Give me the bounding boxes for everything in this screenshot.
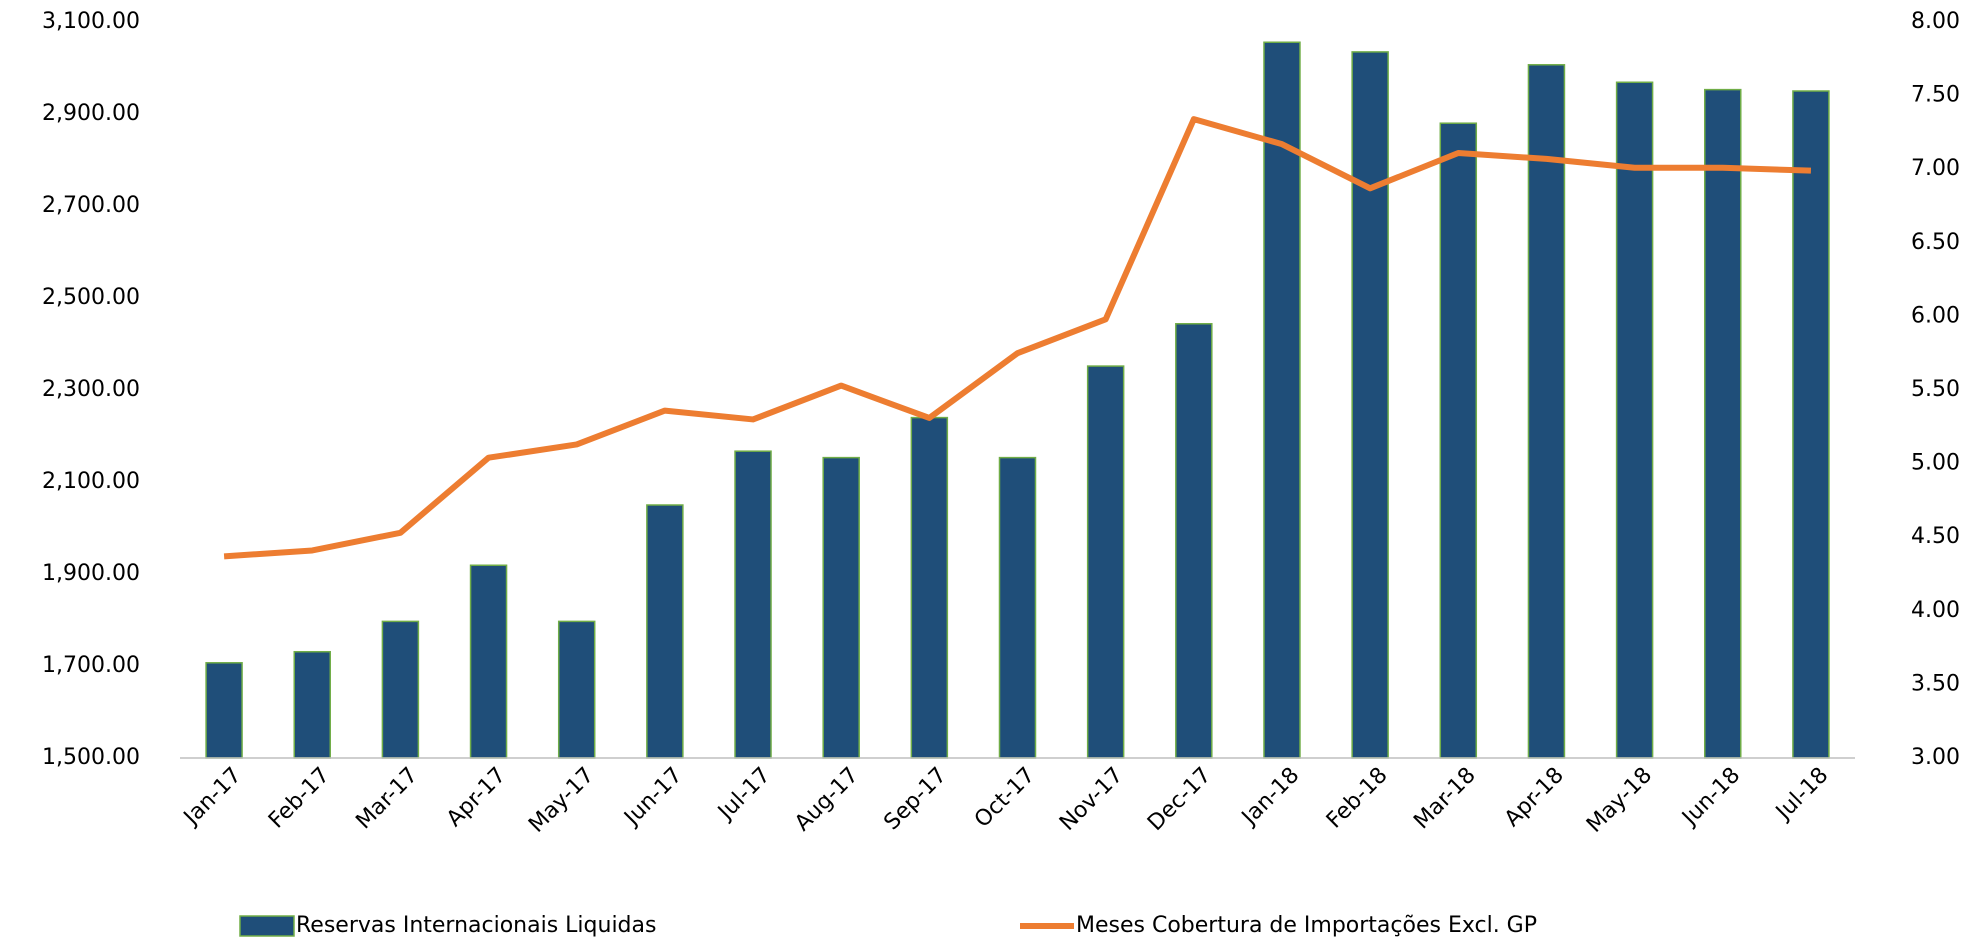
x-tick-group: Feb-17 <box>264 763 335 834</box>
x-tick-group: Apr-17 <box>442 763 511 832</box>
x-tick-label: Apr-18 <box>1500 763 1569 832</box>
x-tick-group: Sep-17 <box>879 763 951 835</box>
bar <box>1086 365 1125 759</box>
x-tick-label: Feb-18 <box>1322 763 1393 834</box>
y-tick-label: 2,700.00 <box>42 193 140 218</box>
x-tick-group: Mar-17 <box>351 763 422 834</box>
bar <box>469 564 508 759</box>
x-tick-group: Mar-18 <box>1409 763 1480 834</box>
x-tick-group: Jul-18 <box>1770 763 1833 826</box>
y2-tick-label: 4.00 <box>1911 598 1960 623</box>
y2-tick-label: 3.50 <box>1911 671 1960 696</box>
y2-tick-label: 3.00 <box>1911 745 1960 770</box>
x-tick-label: Jan-17 <box>178 763 246 831</box>
bar <box>1527 64 1566 759</box>
bar <box>1615 81 1654 759</box>
x-tick-label: May-18 <box>1582 763 1657 838</box>
x-tick-label: Nov-17 <box>1055 763 1128 836</box>
bar <box>1792 90 1830 759</box>
y-tick-label: 3,100.00 <box>42 9 140 34</box>
y-tick-label: 1,900.00 <box>42 561 140 586</box>
x-tick-group: Jul-17 <box>712 763 775 826</box>
y-tick-label: 2,100.00 <box>42 469 140 494</box>
x-tick-label: Dec-17 <box>1143 763 1216 836</box>
x-tick-group: Dec-17 <box>1143 763 1216 836</box>
bar <box>1704 88 1742 759</box>
x-tick-group: Jun-17 <box>619 763 688 832</box>
bar <box>1351 51 1389 759</box>
x-tick-label: Mar-18 <box>1409 763 1480 834</box>
x-tick-group: Jun-18 <box>1676 763 1745 832</box>
x-tick-group: Oct-17 <box>970 763 1040 833</box>
x-tick-group: Jan-17 <box>178 763 246 831</box>
x-tick-label: Jul-17 <box>712 763 775 826</box>
legend-label: Reservas Internacionais Liquidas <box>296 913 656 938</box>
x-tick-label: Jun-17 <box>619 763 688 832</box>
x-tick-label: Sep-17 <box>879 763 951 835</box>
bar <box>910 416 949 759</box>
bar <box>734 450 772 759</box>
bar <box>822 456 860 759</box>
legend-label: Meses Cobertura de Importações Excl. GP <box>1076 913 1537 938</box>
x-tick-label: Apr-17 <box>442 763 511 832</box>
x-tick-group: May-18 <box>1582 763 1657 838</box>
x-tick-label: Jun-18 <box>1676 763 1745 832</box>
x-tick-label: Oct-17 <box>970 763 1040 833</box>
bar <box>293 650 331 759</box>
y-tick-label: 2,300.00 <box>42 377 140 402</box>
y-tick-label: 2,900.00 <box>42 101 140 126</box>
x-tick-group: Jan-18 <box>1236 763 1304 831</box>
y-tick-label: 1,500.00 <box>42 745 140 770</box>
y2-tick-label: 6.00 <box>1911 303 1960 328</box>
bar <box>1175 323 1213 759</box>
x-tick-label: Jul-18 <box>1770 763 1833 826</box>
bar <box>381 620 420 759</box>
y2-tick-label: 6.50 <box>1911 230 1960 255</box>
bar <box>205 662 243 759</box>
x-tick-group: Apr-18 <box>1500 763 1569 832</box>
y2-tick-label: 7.00 <box>1911 156 1960 181</box>
x-tick-label: Aug-17 <box>790 763 863 836</box>
x-tick-label: Feb-17 <box>264 763 335 834</box>
x-tick-label: Mar-17 <box>351 763 422 834</box>
x-tick-group: May-17 <box>524 763 599 838</box>
bar <box>1263 41 1301 759</box>
x-tick-group: Nov-17 <box>1055 763 1128 836</box>
y2-tick-label: 8.00 <box>1911 9 1960 34</box>
x-tick-group: Feb-18 <box>1322 763 1393 834</box>
bar <box>998 456 1037 759</box>
x-tick-label: Jan-18 <box>1236 763 1304 831</box>
y2-tick-label: 7.50 <box>1911 83 1960 108</box>
x-tick-label: May-17 <box>524 763 599 838</box>
y2-tick-label: 5.00 <box>1911 451 1960 476</box>
y2-tick-label: 5.50 <box>1911 377 1960 402</box>
legend-swatch <box>239 915 295 937</box>
y2-tick-label: 4.50 <box>1911 524 1960 549</box>
y-tick-label: 1,700.00 <box>42 653 140 678</box>
bar <box>1439 122 1478 759</box>
bar <box>646 504 684 759</box>
bar <box>557 620 596 759</box>
line-series <box>223 116 1812 560</box>
x-tick-group: Aug-17 <box>790 763 863 836</box>
y-tick-label: 2,500.00 <box>42 285 140 310</box>
